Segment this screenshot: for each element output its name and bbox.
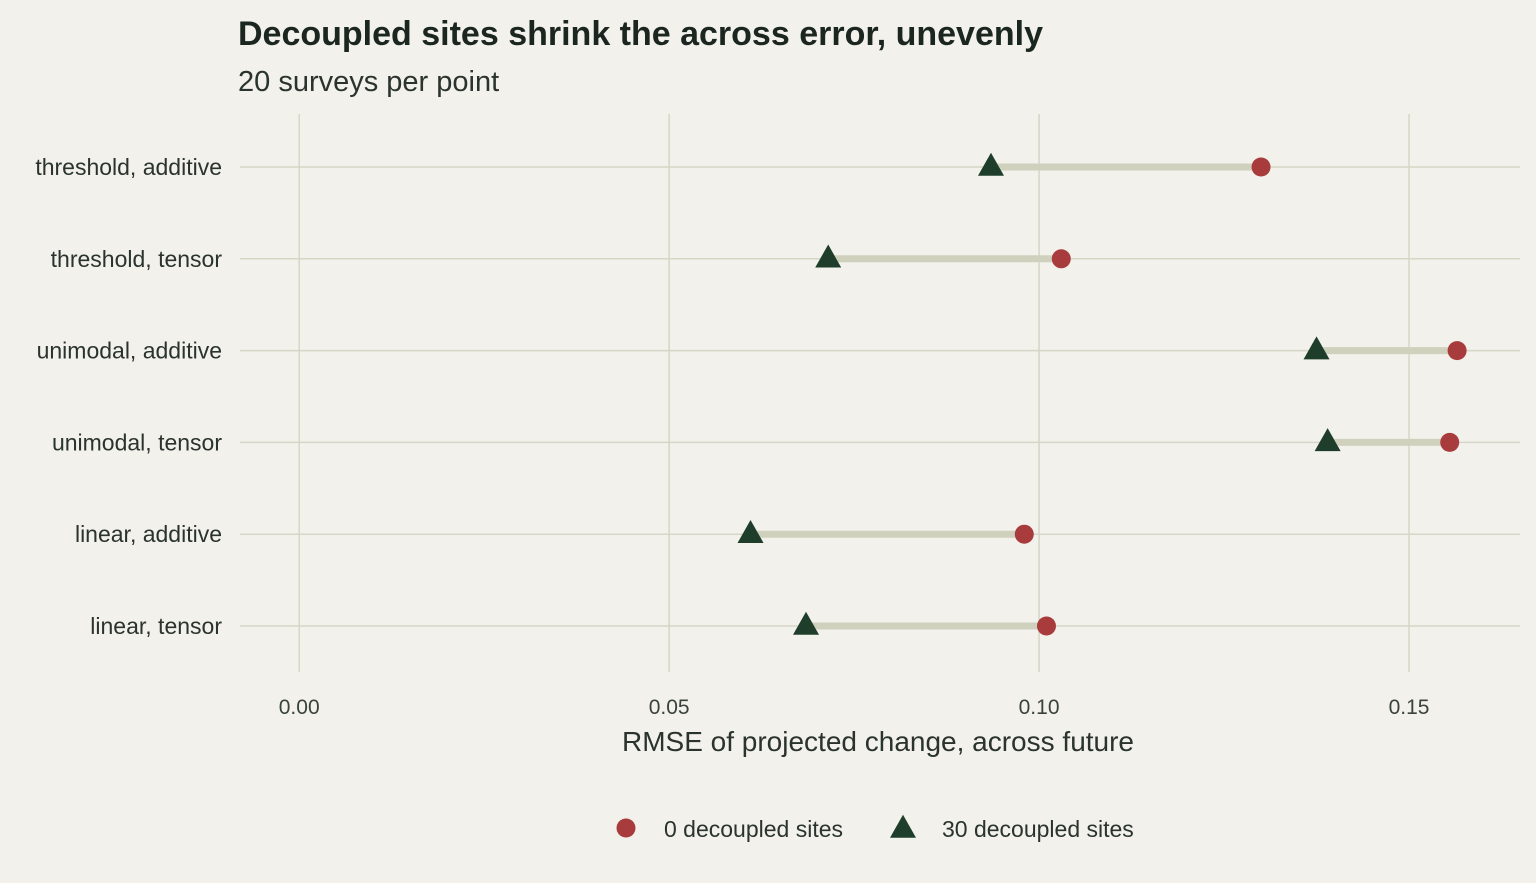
category-label: linear, additive xyxy=(75,521,222,547)
category-label: unimodal, additive xyxy=(37,338,222,364)
point-30-decoupled xyxy=(815,244,842,268)
point-0-decoupled xyxy=(1440,432,1460,452)
x-tick-label: 0.15 xyxy=(1389,696,1430,719)
point-0-decoupled xyxy=(1014,524,1034,544)
category-labels: threshold, additive threshold, tensor unim… xyxy=(35,154,222,639)
legend-label: 30 decoupled sites xyxy=(942,816,1134,842)
category-label: linear, tensor xyxy=(90,613,222,639)
legend: 0 decoupled sites 30 decoupled sites xyxy=(616,814,1134,842)
category-label: unimodal, tensor xyxy=(52,429,222,455)
data-points xyxy=(737,152,1467,636)
chart-subtitle: 20 surveys per point xyxy=(238,66,499,98)
point-30-decoupled xyxy=(1303,336,1330,360)
x-tick-label: 0.05 xyxy=(649,696,690,719)
x-tick-label: 0.00 xyxy=(279,696,320,719)
point-0-decoupled xyxy=(1447,341,1467,361)
dumbbell-segments xyxy=(750,163,1458,630)
legend-key-0-decoupled xyxy=(616,818,636,838)
x-tick-labels: 0.00 0.05 0.10 0.15 xyxy=(279,696,1430,719)
point-0-decoupled xyxy=(1036,616,1056,636)
x-tick-label: 0.10 xyxy=(1019,696,1060,719)
chart-title: Decoupled sites shrink the across error,… xyxy=(238,15,1043,53)
point-0-decoupled xyxy=(1051,249,1071,269)
category-label: threshold, tensor xyxy=(51,246,223,272)
x-axis-title: RMSE of projected change, across future xyxy=(622,726,1134,757)
category-label: threshold, additive xyxy=(35,154,222,180)
point-0-decoupled xyxy=(1251,157,1271,177)
point-30-decoupled xyxy=(977,152,1004,176)
point-30-decoupled xyxy=(1314,428,1341,452)
point-30-decoupled xyxy=(737,519,764,543)
legend-key-30-decoupled xyxy=(890,814,916,838)
legend-label: 0 decoupled sites xyxy=(664,816,843,842)
grid-lines xyxy=(240,114,1520,672)
point-30-decoupled xyxy=(793,611,820,635)
